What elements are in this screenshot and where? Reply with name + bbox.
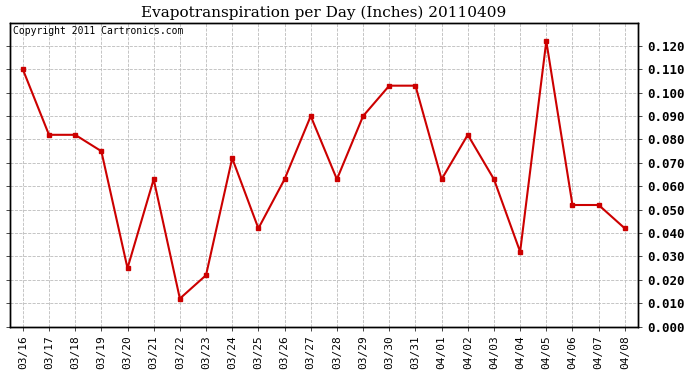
Title: Evapotranspiration per Day (Inches) 20110409: Evapotranspiration per Day (Inches) 2011… <box>141 6 506 20</box>
Text: Copyright 2011 Cartronics.com: Copyright 2011 Cartronics.com <box>13 26 184 36</box>
